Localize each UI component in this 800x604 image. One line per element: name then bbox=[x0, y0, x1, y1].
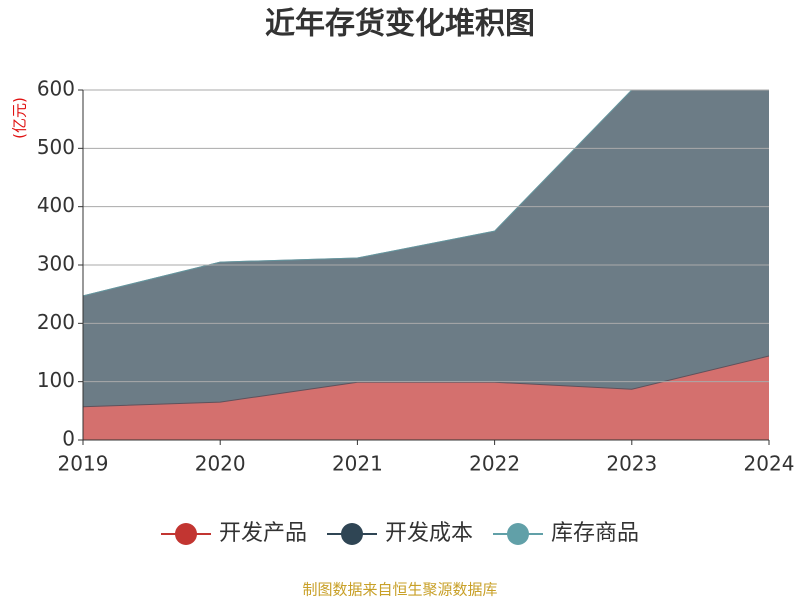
legend-label: 开发成本 bbox=[385, 521, 473, 546]
y-tick-label: 0 bbox=[62, 427, 75, 451]
y-tick-label: 300 bbox=[37, 252, 75, 276]
x-tick-label: 2021 bbox=[332, 452, 383, 476]
y-unit: (亿元) bbox=[11, 97, 29, 139]
area bbox=[83, 90, 769, 408]
axes: 0 100 200 300 400 500 600 2019 2020 2021 2022 2023 2… bbox=[37, 77, 795, 476]
legend-marker bbox=[507, 523, 529, 545]
area bbox=[83, 90, 769, 297]
y-tick-label: 500 bbox=[37, 135, 75, 159]
source-note: 制图数据来自恒生聚源数据库 bbox=[302, 581, 497, 599]
y-tick-label: 600 bbox=[37, 77, 75, 101]
legend-marker bbox=[175, 523, 197, 545]
legend-marker bbox=[341, 523, 363, 545]
legend-item[interactable]: 开发成本 bbox=[327, 521, 473, 546]
chart-title: 近年存货变化堆积图 bbox=[265, 7, 535, 42]
y-tick-label: 200 bbox=[37, 310, 75, 334]
legend-item[interactable]: 库存商品 bbox=[493, 521, 639, 546]
x-tick-label: 2022 bbox=[469, 452, 520, 476]
x-tick-label: 2020 bbox=[195, 452, 246, 476]
y-tick-label: 400 bbox=[37, 193, 75, 217]
legend-label: 开发产品 bbox=[219, 521, 307, 546]
x-tick-label: 2023 bbox=[606, 452, 657, 476]
y-tick-label: 100 bbox=[37, 368, 75, 392]
x-tick-label: 2019 bbox=[58, 452, 109, 476]
legend-label: 库存商品 bbox=[551, 521, 639, 546]
legend-item[interactable]: 开发产品 bbox=[161, 521, 307, 546]
x-tick-label: 2024 bbox=[744, 452, 795, 476]
plot-area bbox=[83, 90, 769, 440]
